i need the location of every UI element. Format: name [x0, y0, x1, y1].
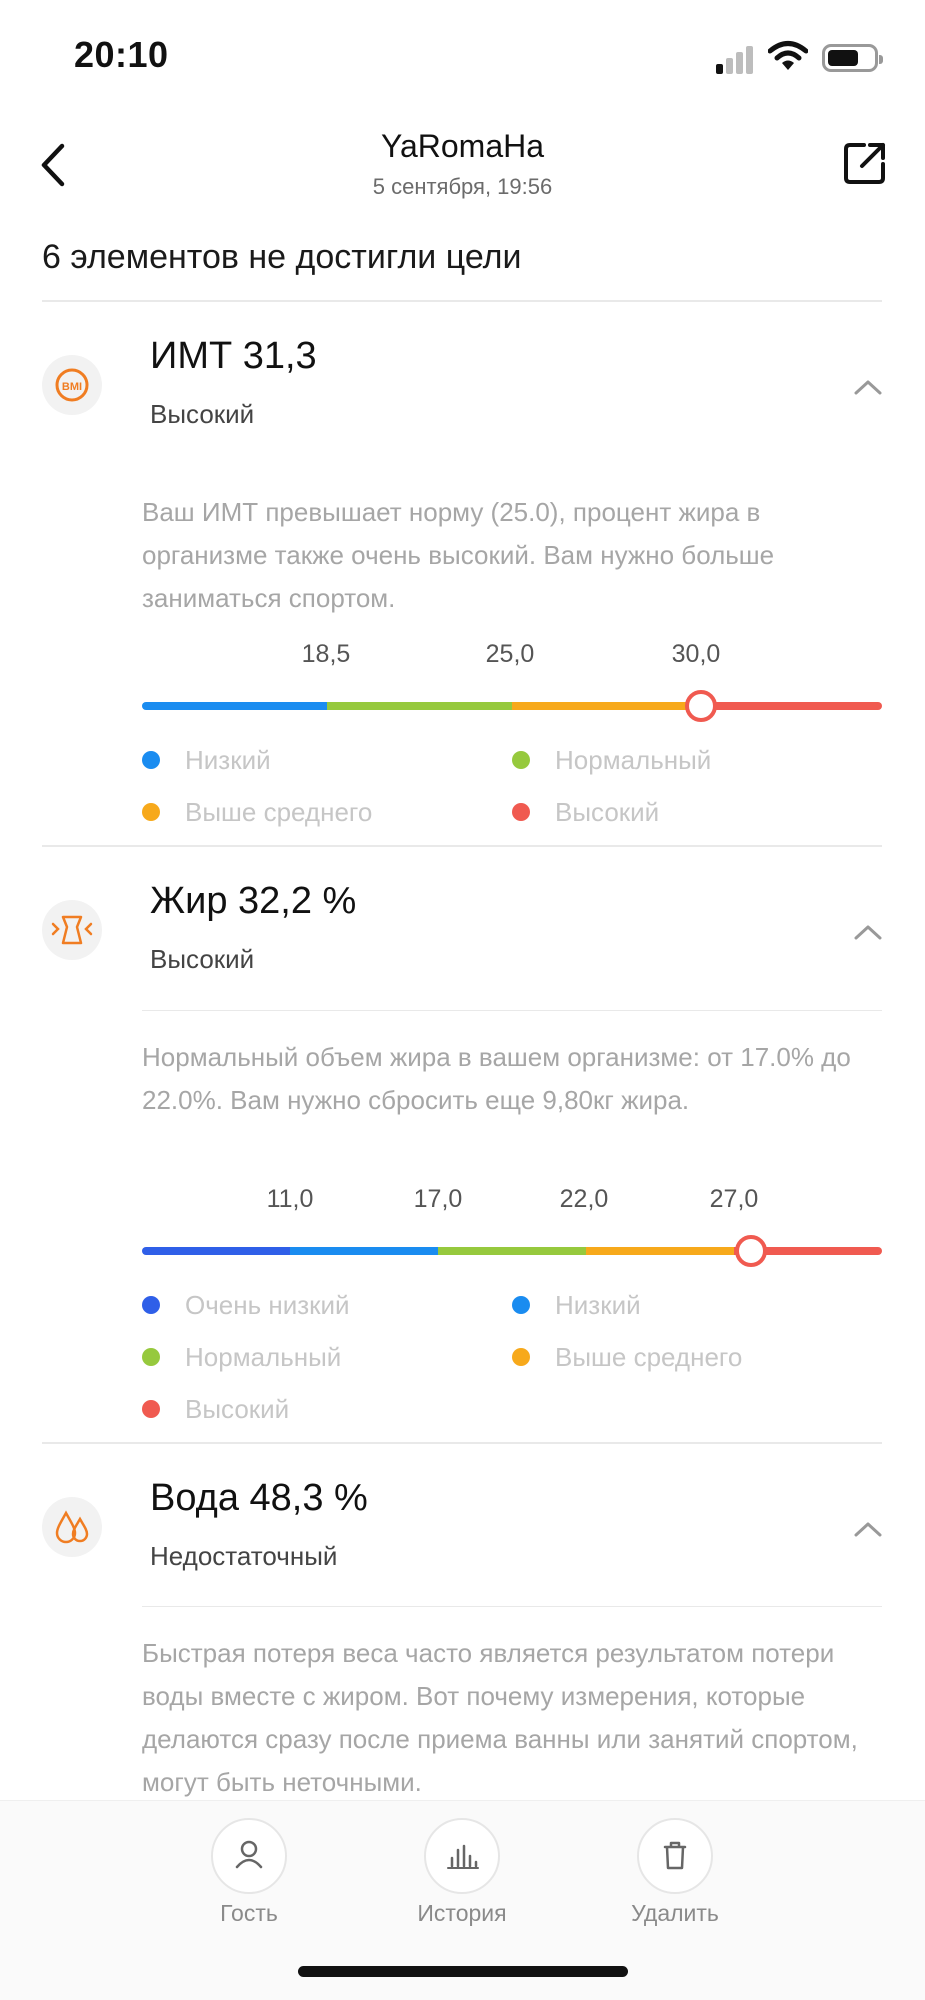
fat-tick: 17,0: [413, 1185, 463, 1213]
chevron-up-icon: [854, 925, 882, 940]
page-subtitle: 5 сентября, 19:56: [372, 174, 553, 199]
bmi-tick: 25,0: [485, 640, 535, 668]
history-label: История: [417, 1900, 507, 1926]
fat-description: Нормальный объем жира в вашем организме:…: [142, 1042, 851, 1115]
legend-dot: [142, 803, 160, 821]
history-chart-icon: [447, 1844, 479, 1869]
bmi-description: Ваш ИМТ превышает норму (25.0), процент …: [142, 497, 775, 613]
bmi-tick: 18,5: [301, 640, 351, 668]
water-description: Быстрая потеря веса часто является резул…: [142, 1638, 858, 1797]
bmi-tick: 30,0: [671, 640, 721, 668]
fat-tick: 22,0: [559, 1185, 609, 1213]
water-drops-icon: [42, 1497, 102, 1557]
divider: [42, 300, 882, 302]
cellular-signal-icon: [716, 44, 756, 74]
share-icon: [844, 143, 885, 184]
legend-label: Очень низкий: [185, 1290, 350, 1320]
battery-icon: [822, 44, 883, 72]
body-fat-icon: [42, 900, 102, 960]
fat-tick: 11,0: [266, 1185, 314, 1213]
guest-button[interactable]: [211, 1818, 287, 1894]
legend-label: Нормальный: [555, 745, 712, 775]
legend-dot: [512, 803, 530, 821]
bmi-range-bar: [142, 702, 882, 710]
legend-label: Низкий: [185, 745, 271, 775]
bmi-title: ИМТ 31,3: [150, 335, 317, 377]
chevron-up-icon: [854, 1522, 882, 1537]
summary-text: 6 элементов не достигли цели: [42, 238, 522, 276]
legend-label: Нормальный: [185, 1342, 342, 1372]
legend-dot: [142, 751, 160, 769]
legend-dot: [142, 1348, 160, 1366]
user-icon: [235, 1840, 263, 1869]
legend-label: Выше среднего: [185, 797, 373, 827]
chevron-left-icon: [41, 143, 65, 187]
fat-status: Высокий: [150, 944, 255, 974]
delete-button[interactable]: [637, 1818, 713, 1894]
page-title: YaRomaHa: [380, 128, 545, 164]
legend-dot: [142, 1400, 160, 1418]
wifi-icon: [767, 40, 809, 72]
legend-label: Высокий: [555, 797, 660, 827]
legend-dot: [512, 1348, 530, 1366]
fat-title: Жир 32,2 %: [150, 880, 357, 922]
fat-tick: 27,0: [709, 1185, 759, 1213]
collapse-fat-button[interactable]: [853, 923, 883, 941]
legend-label: Низкий: [555, 1290, 641, 1320]
legend-dot: [512, 1296, 530, 1314]
collapse-water-button[interactable]: [853, 1520, 883, 1538]
bmi-status: Высокий: [150, 399, 255, 429]
divider: [142, 1606, 882, 1607]
legend-dot: [142, 1296, 160, 1314]
share-button[interactable]: [842, 140, 888, 186]
chevron-up-icon: [854, 380, 882, 395]
svg-text:BMI: BMI: [62, 381, 82, 393]
divider: [42, 845, 882, 847]
divider: [142, 1010, 882, 1011]
legend-dot: [512, 751, 530, 769]
divider: [42, 1442, 882, 1444]
bmi-icon: BMI: [42, 355, 102, 415]
water-title: Вода 48,3 %: [150, 1477, 368, 1519]
legend-label: Выше среднего: [555, 1342, 743, 1372]
legend-label: Высокий: [185, 1394, 290, 1424]
water-status: Недостаточный: [150, 1541, 338, 1571]
status-time: 20:10: [74, 34, 169, 75]
home-indicator: [298, 1966, 628, 1977]
bmi-value-marker: [684, 690, 717, 722]
guest-label: Гость: [220, 1900, 278, 1926]
history-button[interactable]: [424, 1818, 500, 1894]
fat-range-bar: [142, 1247, 882, 1255]
delete-label: Удалить: [631, 1900, 719, 1926]
trash-icon: [663, 1841, 687, 1870]
back-button[interactable]: [34, 140, 74, 190]
collapse-bmi-button[interactable]: [853, 378, 883, 396]
fat-value-marker: [735, 1235, 768, 1267]
